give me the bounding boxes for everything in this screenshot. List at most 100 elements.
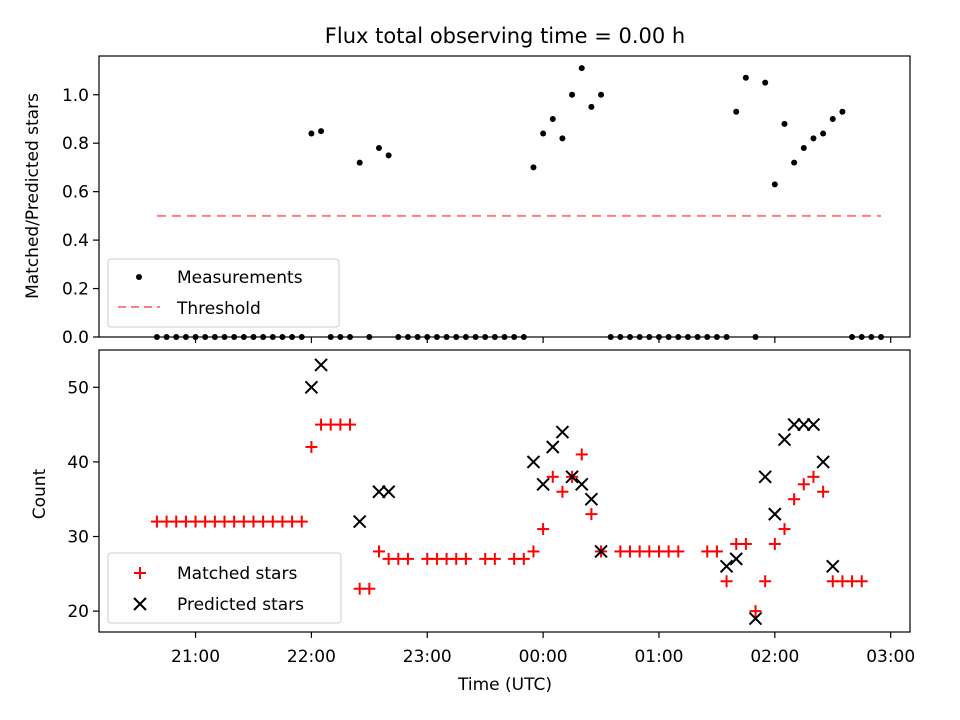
measurement-point bbox=[820, 130, 827, 137]
legend-matched-marker bbox=[134, 567, 146, 579]
legend-measurements-label: Measurements bbox=[177, 268, 303, 288]
measurement-point bbox=[569, 91, 576, 98]
chart-title: Flux total observing time = 0.00 h bbox=[325, 24, 685, 48]
y-tick-label: 1.0 bbox=[62, 86, 89, 106]
predicted-stars-point bbox=[584, 492, 599, 506]
legend-threshold-label: Threshold bbox=[176, 299, 261, 319]
matched-stars-point bbox=[768, 537, 781, 550]
predicted-stars-point bbox=[787, 417, 801, 432]
measurement-point bbox=[375, 145, 382, 152]
matched-stars-point bbox=[459, 552, 472, 565]
measurement-point bbox=[356, 159, 363, 166]
x-tick-label: 01:00 bbox=[634, 647, 683, 667]
x-tick-label: 03:00 bbox=[866, 647, 915, 667]
measurement-point bbox=[810, 135, 817, 142]
measurement-point bbox=[559, 135, 566, 142]
matched-stars-point bbox=[788, 493, 801, 506]
matched-stars-point bbox=[720, 575, 733, 588]
matched-stars-point bbox=[527, 545, 540, 558]
matched-stars-point bbox=[817, 485, 830, 498]
matched-stars-point bbox=[575, 448, 588, 461]
predicted-stars-point bbox=[594, 544, 608, 559]
predicted-stars-point bbox=[575, 477, 589, 491]
matched-stars-point bbox=[797, 478, 810, 491]
matched-stars-point bbox=[488, 552, 501, 565]
predicted-stars-point bbox=[536, 477, 550, 491]
predicted-stars-point bbox=[768, 507, 782, 521]
predicted-stars-point bbox=[729, 552, 743, 566]
predicted-stars-point bbox=[352, 514, 367, 529]
predicted-stars-point bbox=[748, 611, 763, 626]
y-tick-label: 0.0 bbox=[62, 328, 89, 348]
matched-stars-point bbox=[305, 440, 318, 453]
predicted-stars-point bbox=[565, 470, 579, 484]
matched-stars-point bbox=[585, 508, 598, 521]
count-legend-box bbox=[107, 552, 342, 624]
measurement-point bbox=[762, 79, 769, 86]
measurement-point bbox=[839, 108, 846, 115]
matched-stars-point bbox=[546, 470, 559, 483]
count-legend: Matched stars Predicted stars bbox=[107, 552, 342, 624]
matched-stars-point bbox=[537, 523, 550, 536]
matched-stars-point bbox=[363, 582, 376, 595]
predicted-stars-point bbox=[816, 455, 830, 469]
count-y-label: Count bbox=[30, 468, 50, 519]
x-tick-label: 00:00 bbox=[519, 647, 568, 667]
measurement-point bbox=[781, 120, 788, 127]
ratio-y-label: Matched/Predicted stars bbox=[23, 93, 43, 299]
measurement-point bbox=[318, 128, 325, 135]
legend-measurements-marker bbox=[136, 274, 142, 280]
measurement-point bbox=[540, 130, 547, 137]
count-marks bbox=[150, 358, 868, 626]
measurement-point bbox=[385, 152, 392, 159]
predicted-stars-point bbox=[806, 417, 821, 432]
count-panel: 20 30 40 50 21:00 22:00 23:00 00:00 01:00 02:00 0… bbox=[30, 349, 915, 695]
predicted-stars-point bbox=[526, 455, 541, 469]
y-tick-label: 50 bbox=[67, 378, 89, 398]
matched-stars-point bbox=[710, 545, 723, 558]
matched-stars-point bbox=[344, 418, 357, 431]
legend-predicted-marker bbox=[133, 597, 147, 611]
matched-stars-point bbox=[401, 552, 414, 565]
x-tick-label: 02:00 bbox=[750, 647, 799, 667]
y-tick-label: 30 bbox=[67, 528, 89, 548]
matched-stars-point bbox=[739, 537, 752, 550]
matched-stars-point bbox=[556, 485, 569, 498]
matched-stars-point bbox=[672, 545, 685, 558]
count-x-label: Time (UTC) bbox=[457, 675, 552, 695]
predicted-stars-point bbox=[314, 358, 328, 372]
predicted-stars-point bbox=[304, 380, 319, 395]
ratio-y-axis: 0.0 0.2 0.4 0.6 0.8 1.0 bbox=[62, 86, 99, 348]
measurement-point bbox=[549, 115, 556, 122]
measurement-point bbox=[829, 115, 836, 122]
legend-predicted-label: Predicted stars bbox=[177, 595, 304, 615]
x-tick-label: 23:00 bbox=[403, 647, 452, 667]
matched-stars-point bbox=[759, 575, 772, 588]
predicted-stars-point bbox=[719, 559, 734, 574]
matched-stars-point bbox=[295, 515, 308, 528]
count-axes-frame bbox=[98, 349, 911, 633]
measurement-point bbox=[578, 65, 585, 72]
measurement-point bbox=[598, 91, 605, 98]
measurement-point bbox=[771, 181, 778, 188]
matched-stars-point bbox=[855, 575, 868, 588]
y-tick-label: 0.2 bbox=[62, 280, 89, 300]
ratio-x-ticks bbox=[194, 337, 892, 343]
count-y-axis: 20 30 40 50 bbox=[67, 378, 99, 622]
ratio-axes-frame bbox=[98, 55, 911, 338]
count-x-axis: 21:00 22:00 23:00 00:00 01:00 02:00 03:00 bbox=[171, 632, 915, 667]
predicted-stars-point bbox=[555, 425, 570, 439]
predicted-stars-point bbox=[758, 470, 772, 484]
measurement-point bbox=[733, 108, 740, 115]
matched-stars-point bbox=[749, 605, 762, 618]
matched-stars-point bbox=[517, 552, 530, 565]
matched-stars-point bbox=[807, 470, 820, 483]
legend-matched-label: Matched stars bbox=[177, 564, 297, 584]
measurement-point bbox=[791, 159, 798, 166]
predicted-stars-point bbox=[777, 432, 792, 447]
predicted-stars-point bbox=[826, 559, 840, 574]
ratio-legend-box bbox=[107, 258, 340, 328]
measurement-point bbox=[308, 130, 315, 137]
measurement-point bbox=[800, 145, 807, 152]
